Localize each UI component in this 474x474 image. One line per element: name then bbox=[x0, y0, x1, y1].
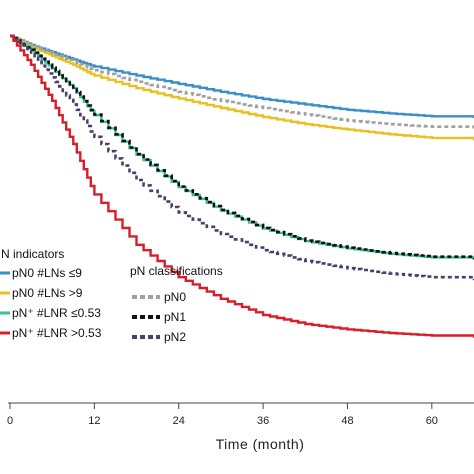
legend-entry-pn0-le9: pN0 #LNs ≤9 bbox=[12, 266, 82, 280]
legend-entry-lnr-gt053: pN⁺ #LNR >0.53 bbox=[12, 326, 102, 340]
legend-pn-classifications-title: pN classifications bbox=[130, 264, 223, 278]
legend-n-indicators: N indicators pN0 #LNs ≤9 pN0 #LNs >9 pN⁺… bbox=[0, 247, 102, 340]
x-tick-label-60: 60 bbox=[426, 415, 438, 427]
x-tick-label-48: 48 bbox=[341, 415, 353, 427]
x-tick-label-36: 36 bbox=[257, 415, 269, 427]
legend-entry-pn0: pN0 bbox=[164, 290, 186, 304]
legend-n-indicators-title: N indicators bbox=[1, 247, 64, 261]
x-ticks: 0 12 24 36 48 60 bbox=[7, 403, 438, 427]
series-layer bbox=[10, 34, 474, 338]
x-tick-label-12: 12 bbox=[88, 415, 100, 427]
x-axis-title: Time (month) bbox=[216, 436, 305, 452]
series-line-lnr-gt053 bbox=[10, 34, 474, 338]
series-line-pn0-le9 bbox=[10, 34, 474, 119]
legend-entry-pn1: pN1 bbox=[164, 310, 186, 324]
legend-entry-pn2: pN2 bbox=[164, 330, 186, 344]
x-tick-label-0: 0 bbox=[7, 415, 13, 427]
x-tick-label-24: 24 bbox=[173, 415, 185, 427]
series-line-pn1 bbox=[10, 34, 474, 260]
series-line-pn0-gt9 bbox=[10, 34, 474, 141]
series-line-pn0 bbox=[10, 34, 474, 129]
legend-entry-pn0-gt9: pN0 #LNs >9 bbox=[12, 286, 83, 300]
legend-entry-lnr-le053: pN⁺ #LNR ≤0.53 bbox=[12, 306, 101, 320]
legend-pn-classifications: pN classifications pN0 pN1 pN2 bbox=[130, 264, 223, 344]
series-line-pn2 bbox=[10, 34, 474, 281]
